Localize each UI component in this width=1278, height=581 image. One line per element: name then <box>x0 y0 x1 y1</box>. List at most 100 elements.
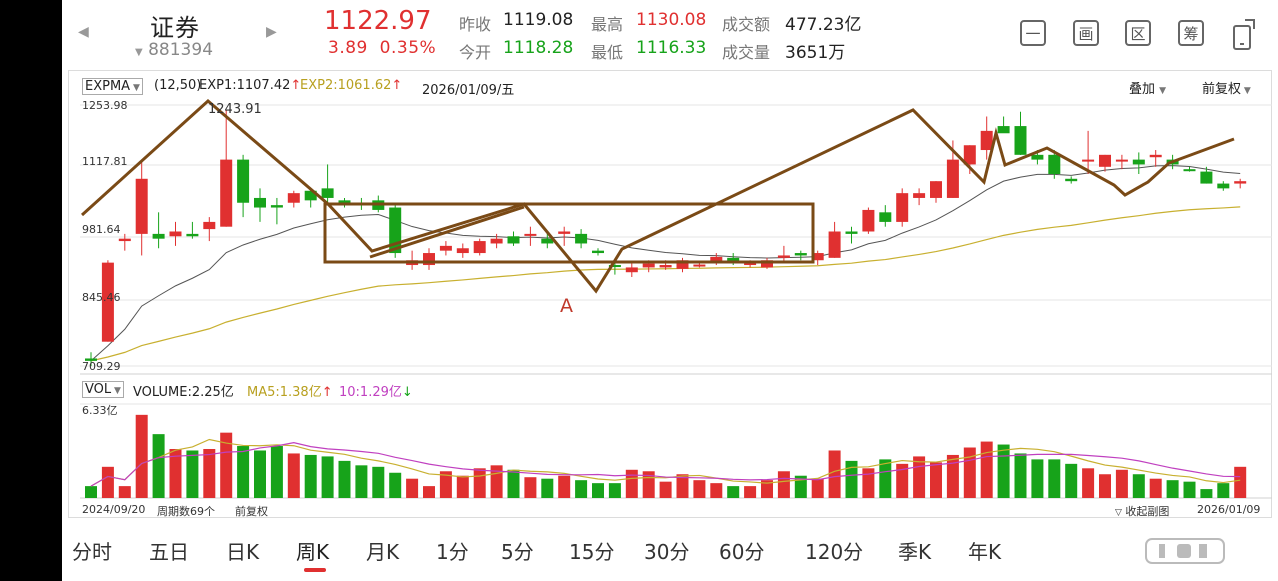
more-tabs-icon[interactable] <box>1145 538 1225 568</box>
candle-body <box>1031 154 1044 160</box>
volume-bar <box>456 475 469 498</box>
tab-30min[interactable]: 30分 <box>644 540 690 564</box>
adjust-mode: 前复权 <box>235 505 268 518</box>
candle-body <box>980 130 993 151</box>
tab-five-day[interactable]: 五日 <box>149 540 189 564</box>
candle-body <box>524 233 537 236</box>
candle-body <box>1065 178 1078 182</box>
vol-indicator-selector[interactable]: VOL ▼ <box>82 381 124 398</box>
main-chart-svg <box>80 99 1272 499</box>
low-value: 1116.33 <box>636 38 707 58</box>
candle-body <box>913 193 926 198</box>
stock-code[interactable]: ▼ 881394 <box>135 40 214 60</box>
volume-bar <box>355 465 368 498</box>
next-stock-arrow-icon[interactable]: ▶ <box>266 24 277 40</box>
volume-bar <box>372 466 385 498</box>
candle-body <box>659 265 672 268</box>
amount-value: 477.23亿 <box>785 15 862 35</box>
candle-body <box>946 159 959 198</box>
tab-120min[interactable]: 120分 <box>805 540 864 564</box>
volume-bar <box>625 469 638 498</box>
tab-daily-k[interactable]: 日K <box>226 540 260 564</box>
candle-body <box>625 267 638 273</box>
candle-body <box>270 205 283 208</box>
candle-body <box>135 178 148 234</box>
volume-bar <box>659 481 672 498</box>
candle-body <box>186 233 199 237</box>
volume-bar <box>963 447 976 498</box>
volume-bar <box>152 434 165 498</box>
vol-ma10-line <box>90 441 1241 487</box>
volume-bar <box>946 454 959 498</box>
tab-60min[interactable]: 60分 <box>719 540 765 564</box>
volume-bar <box>710 483 723 498</box>
volume-bar <box>220 432 233 498</box>
collapse-subchart-button[interactable]: ▽ 收起副图 <box>1115 505 1170 518</box>
volume-bar <box>693 480 706 498</box>
range-tool-button[interactable]: 区 <box>1125 20 1151 46</box>
volume-bar <box>727 486 740 498</box>
candle-body <box>1048 154 1061 174</box>
volume-bar <box>744 486 757 498</box>
tab-monthly-k[interactable]: 月K <box>366 540 400 564</box>
volume-bar <box>321 456 334 498</box>
candle-body <box>997 126 1010 134</box>
candle-body <box>592 250 604 254</box>
volume-bar <box>439 471 452 498</box>
overlay-button[interactable]: 叠加 ▼ <box>1129 82 1167 97</box>
candle-body <box>862 209 875 232</box>
tab-yearly-k[interactable]: 年K <box>968 540 1002 564</box>
open-label: 今开 <box>459 43 492 62</box>
prev-close-value: 1119.08 <box>503 10 574 30</box>
volume-bar <box>423 486 435 498</box>
line-tool-button[interactable]: 一 <box>1020 20 1046 46</box>
tab-weekly-k[interactable]: 周K <box>296 540 330 564</box>
y-axis-label-top: 1253.98 <box>82 99 128 112</box>
ma5-legend: MA5:1.38亿↑ <box>247 385 333 400</box>
tab-5min[interactable]: 5分 <box>501 540 534 564</box>
volume-bar <box>473 468 486 498</box>
volume-bar <box>676 474 689 498</box>
y-axis-label-bottom: 709.29 <box>82 360 121 373</box>
max-price-label: 1243.91 <box>208 102 262 117</box>
candle-body <box>220 159 233 227</box>
chip-tool-button[interactable]: 筹 <box>1178 20 1204 46</box>
exp1-value: EXP1:1107.42↑ <box>199 78 302 93</box>
volume-bar <box>997 444 1010 498</box>
tab-1min[interactable]: 1分 <box>436 540 469 564</box>
candle-body <box>710 256 723 263</box>
candle-body <box>744 262 757 266</box>
volume-bar <box>304 454 317 498</box>
draw-tool-button[interactable]: 画 <box>1073 20 1099 46</box>
adjust-button[interactable]: 前复权 ▼ <box>1202 82 1251 97</box>
candle-body <box>254 197 266 208</box>
tab-15min[interactable]: 15分 <box>569 540 615 564</box>
volume-bar <box>862 468 875 498</box>
volume-bar <box>135 414 148 498</box>
prev-stock-arrow-icon[interactable]: ◀ <box>78 24 89 40</box>
candle-body <box>642 263 655 268</box>
volume-bar <box>1065 463 1078 498</box>
tab-quarterly-k[interactable]: 季K <box>898 540 932 564</box>
volume-bar <box>811 478 824 498</box>
high-label: 最高 <box>591 15 624 34</box>
volume-bar <box>186 450 199 498</box>
y-axis-label-3: 981.64 <box>82 223 121 236</box>
tab-intraday[interactable]: 分时 <box>72 540 112 564</box>
candle-body <box>507 236 520 244</box>
candle-body <box>676 260 689 269</box>
candle-body <box>608 265 621 268</box>
ma10-legend: 10:1.29亿↓ <box>339 385 413 400</box>
volume-bar <box>1014 453 1027 498</box>
volume-bar <box>237 446 250 498</box>
expma-indicator-selector[interactable]: EXPMA ▼ <box>82 78 143 95</box>
volume-bar <box>879 459 892 498</box>
volume-bar <box>490 465 503 498</box>
low-label: 最低 <box>591 43 624 62</box>
rotate-screen-icon[interactable] <box>1229 17 1259 55</box>
volume-bar <box>1099 474 1111 498</box>
volume-bar <box>980 441 993 498</box>
candle-body <box>963 145 976 165</box>
annotation-a: A <box>560 295 573 317</box>
candle-body <box>777 255 790 258</box>
